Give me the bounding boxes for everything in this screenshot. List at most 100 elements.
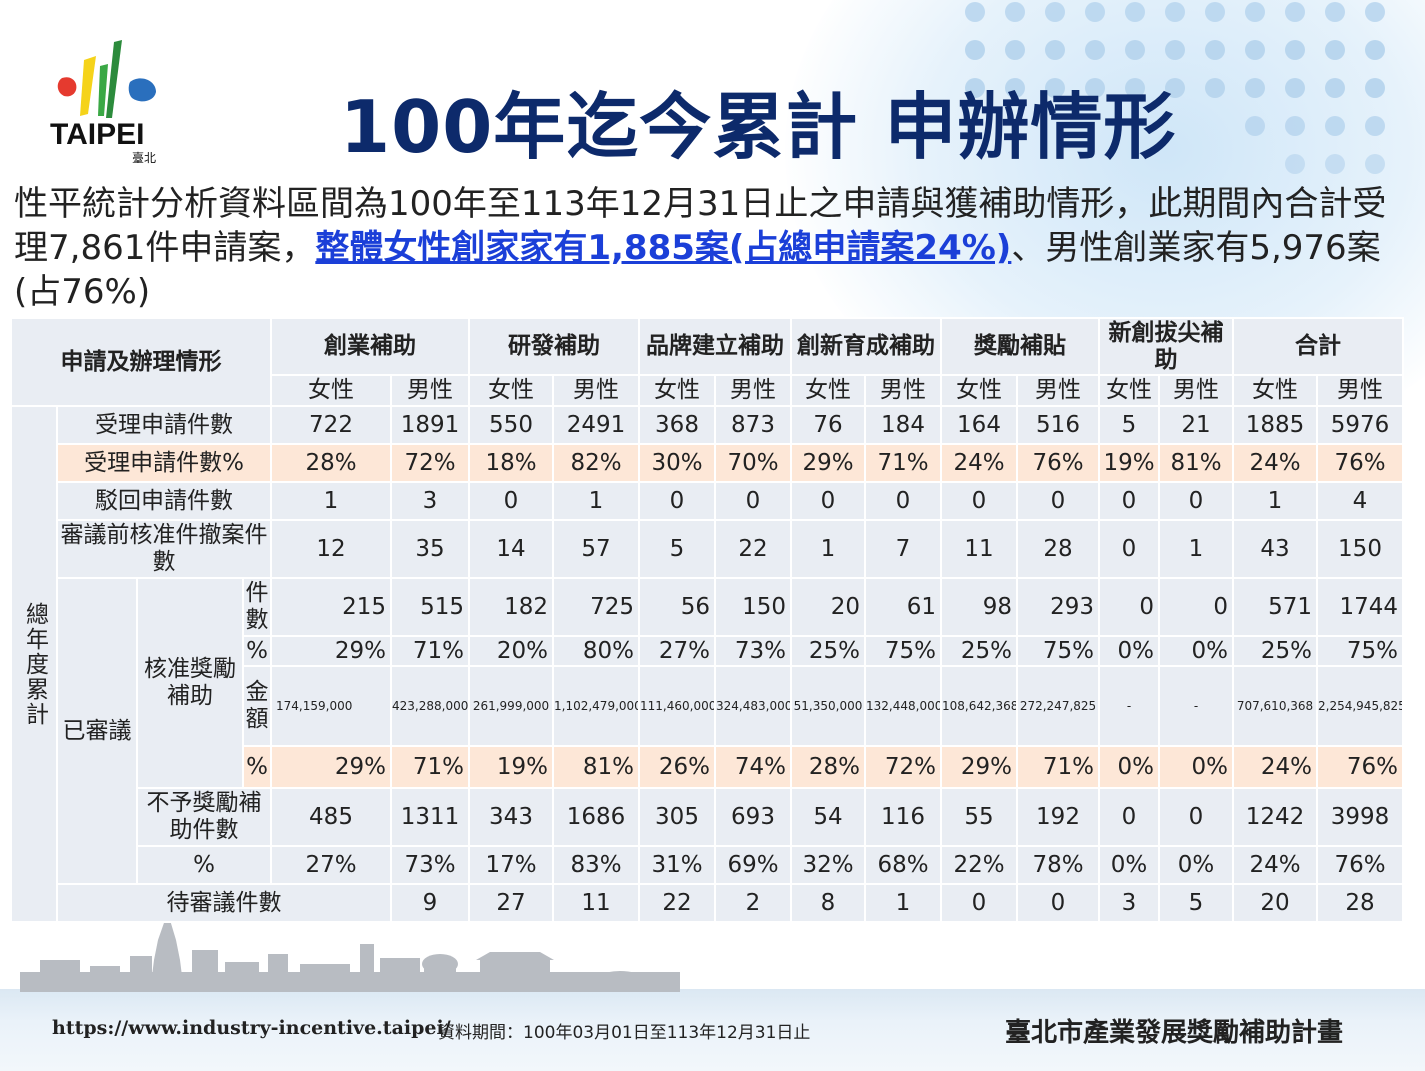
male-header: 男性 [1316,374,1404,407]
decorative-dot [1205,2,1225,22]
intro-highlight-link[interactable]: 整體女性創家家有1,885案(占總申請案24%) [315,228,1012,268]
female-header: 女性 [1098,374,1160,407]
row-label: 審議前核准件撤案件數 [56,519,272,579]
decorative-dot [965,78,985,98]
row-label: 待審議件數 [56,883,392,923]
table-cell: 78% [1016,845,1100,885]
table-row: 待審議件數 92711222810035202880 [11,883,1404,923]
table-cell: 0 [468,481,554,521]
gender-header-row: 女性 男性 女性 男性 女性 男性 女性 男性 女性 男性 女性 男性 女性 男性 [11,374,1404,407]
table-cell: 515 [390,577,470,637]
table-cell: 0 [714,481,792,521]
bottom-band [0,989,1425,1071]
decorative-dot [1205,40,1225,60]
table-cell: 76% [1316,443,1404,483]
row-label: % [242,635,272,667]
table-cell: 5 [1158,883,1234,923]
table-cell: 24% [1232,745,1318,789]
table-cell: 1744 [1316,577,1404,637]
table-cell: 1 [270,481,392,521]
table-cell: 73% [714,635,792,667]
decorative-dot [1165,78,1185,98]
table-row: 已審議 核准獎勵補助 件數 215 515 182 725 56 150 20 61 98 293… [11,577,1404,885]
table-cell: 8 [790,883,866,923]
table-cell: 725 [552,577,640,637]
table-cell: 56 [638,577,716,637]
table-cell: 0 [1158,787,1234,847]
table-cell: 82% [552,443,640,483]
decorative-dot [1005,40,1025,60]
program-header: 品牌建立補助 [638,317,792,376]
decorative-dot [1005,78,1025,98]
female-header: 女性 [638,374,716,407]
table-cell: 11 [552,883,640,923]
table-cell: 324,483,000 [714,665,792,747]
table-cell: 111,460,000 [638,665,716,747]
table-cell: 30% [638,443,716,483]
table-cell: 27% [270,845,392,885]
row-label: % [242,745,272,789]
decorative-dot [1325,78,1345,98]
table-cell: 485 [270,787,392,847]
decorative-dot [1285,40,1305,60]
female-header: 女性 [790,374,866,407]
table-cell: 20 [1232,883,1318,923]
table-cell: 0 [1158,481,1234,521]
table-cell: 0 [1016,481,1100,521]
decorative-dot [1125,78,1145,98]
table-cell: 0 [940,883,1018,923]
table-cell: 1885 [1232,405,1318,445]
table-cell: 215 [270,577,392,637]
table-cell: 20% [468,635,554,667]
table-cell: 18% [468,443,554,483]
male-header: 男性 [552,374,640,407]
table-cell: 83% [552,845,640,885]
female-header: 女性 [940,374,1018,407]
decorative-dot [1005,2,1025,22]
table-cell: 32% [790,845,866,885]
table-cell: 76% [1316,845,1404,885]
table-cell: 722 [270,405,392,445]
table-cell: 184 [864,405,942,445]
table-cell: 75% [1316,635,1404,667]
row-label: 駁回申請件數 [56,481,272,521]
table-cell: 29% [270,635,392,667]
row-label: 不予獎勵補助件數 [136,787,272,847]
table-cell: 22 [714,519,792,579]
table-cell: 57 [552,519,640,579]
table-cell: 1 [552,481,640,521]
table-cell: 0 [864,481,942,521]
table-cell: 73% [390,845,470,885]
table-row: % 29% 71% 20% 80% 27% 73% 25% 75% 25% 75% 0% 0% 25% 7… [11,635,1404,667]
table-cell: 1686 [552,787,640,847]
program-header: 新創拔尖補助 [1098,317,1234,376]
decorative-dot [1285,116,1305,136]
table-cell: 1311 [390,787,470,847]
table-cell: 707,610,368 [1232,665,1318,747]
row-label: 受理申請件數 [56,405,272,445]
table-cell: 74% [714,745,792,789]
footer-url-link[interactable]: https://www.industry-incentive.taipei/ [52,1017,451,1039]
female-header: 女性 [270,374,392,407]
taipei-logo-icon: TAIPEI 臺北 [50,40,156,165]
table-cell: 81% [552,745,640,789]
table-cell: 25% [790,635,866,667]
table-cell: 0 [638,481,716,521]
table-cell: 68% [864,845,942,885]
decorative-dot [1285,78,1305,98]
table-cell: 116 [864,787,942,847]
table-cell: 0 [1098,577,1160,637]
table-cell: 12 [270,519,392,579]
decorative-dot [1325,2,1345,22]
table-cell: 0 [790,481,866,521]
table-cell: 19% [468,745,554,789]
table-cell: 108,642,368 [940,665,1018,747]
male-header: 男性 [390,374,470,407]
decorative-dot [1125,40,1145,60]
group-total-label: 總年度累計 [10,405,58,923]
decorative-dot [1085,78,1105,98]
program-header: 創新育成補助 [790,317,942,376]
corner-label: 申請及辦理情形 [10,317,272,407]
table-cell: 54 [790,787,866,847]
table-cell: 1891 [390,405,470,445]
